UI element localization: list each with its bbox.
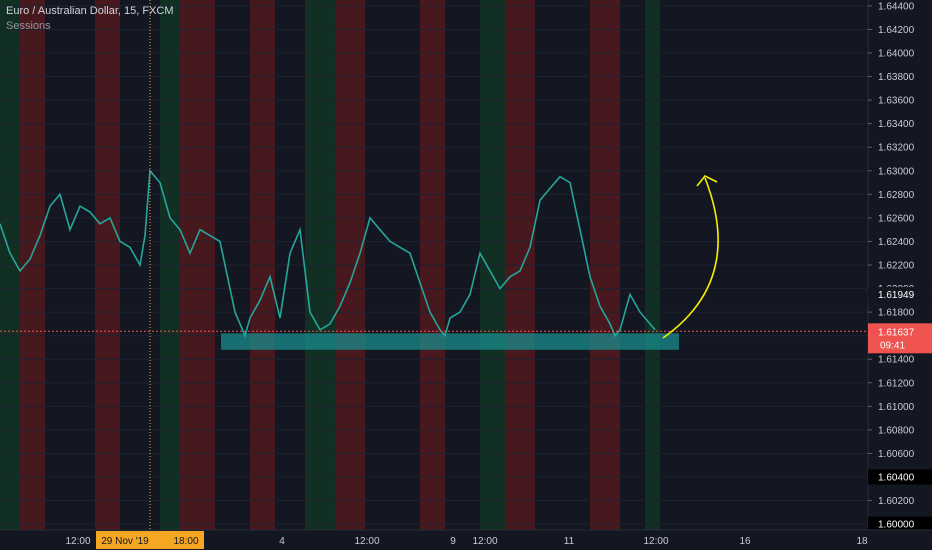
current-price-box <box>868 323 932 354</box>
symbol-title: Euro / Australian Dollar, 15, FXCM <box>6 5 174 17</box>
price-tick-label: 1.61000 <box>878 402 915 413</box>
time-tick-label: 18:00 <box>173 536 198 547</box>
price-tick-label: 1.63800 <box>878 72 915 83</box>
price-tick-label: 1.60800 <box>878 425 915 436</box>
price-marker-box <box>868 287 932 303</box>
price-tick-label: 1.64400 <box>878 1 915 12</box>
time-tick-label: 16 <box>739 536 751 547</box>
level-marker-box <box>868 469 932 485</box>
indicator-name: Sessions <box>6 20 51 32</box>
forecast-arrow-head <box>696 174 718 187</box>
time-tick-label: 11 <box>564 536 575 547</box>
price-tick-label: 1.60600 <box>878 449 915 460</box>
price-tick-label: 1.63000 <box>878 166 915 177</box>
price-axis-background <box>868 0 932 550</box>
price-tick-label: 1.62400 <box>878 237 915 248</box>
chart-legend: Euro / Australian Dollar, 15, FXCM Sessi… <box>6 4 174 34</box>
price-series-line <box>0 168 656 339</box>
support-zone <box>221 333 679 350</box>
price-tick-label: 1.61200 <box>878 378 915 389</box>
time-axis-background <box>0 530 932 550</box>
bottom-marker-box <box>868 516 932 532</box>
countdown-label: 09:41 <box>880 340 905 351</box>
price-tick-label: 1.62200 <box>878 261 915 272</box>
price-tick-label: 1.63400 <box>878 119 915 130</box>
price-tick-label: 1.63200 <box>878 143 915 154</box>
crosshair-time-box <box>96 531 204 549</box>
time-tick-label: 29 Nov '19 <box>101 536 149 547</box>
price-tick-label: 1.64200 <box>878 25 915 36</box>
time-tick-label: 9 <box>450 536 456 547</box>
price-tick-label: 1.62800 <box>878 190 915 201</box>
level-marker-label: 1.60400 <box>878 473 915 484</box>
price-tick-label: 1.64000 <box>878 49 915 60</box>
time-tick-label: 12:00 <box>643 536 668 547</box>
price-tick-label: 1.61400 <box>878 355 915 366</box>
time-tick-label: 12:00 <box>472 536 497 547</box>
time-tick-label: 18 <box>856 536 868 547</box>
bottom-marker-label: 1.60000 <box>878 520 915 531</box>
price-tick-label: 1.63600 <box>878 96 915 107</box>
current-price-label: 1.61637 <box>878 327 915 338</box>
price-tick-label: 1.60200 <box>878 496 915 507</box>
time-tick-label: 12:00 <box>65 536 90 547</box>
time-tick-label: 4 <box>279 536 285 547</box>
price-tick-label: 1.62600 <box>878 213 915 224</box>
time-tick-label: 12:00 <box>354 536 379 547</box>
price-tick-label: 1.61800 <box>878 308 915 319</box>
price-marker-label: 1.61949 <box>878 290 915 301</box>
forecast-arrow <box>662 177 719 339</box>
